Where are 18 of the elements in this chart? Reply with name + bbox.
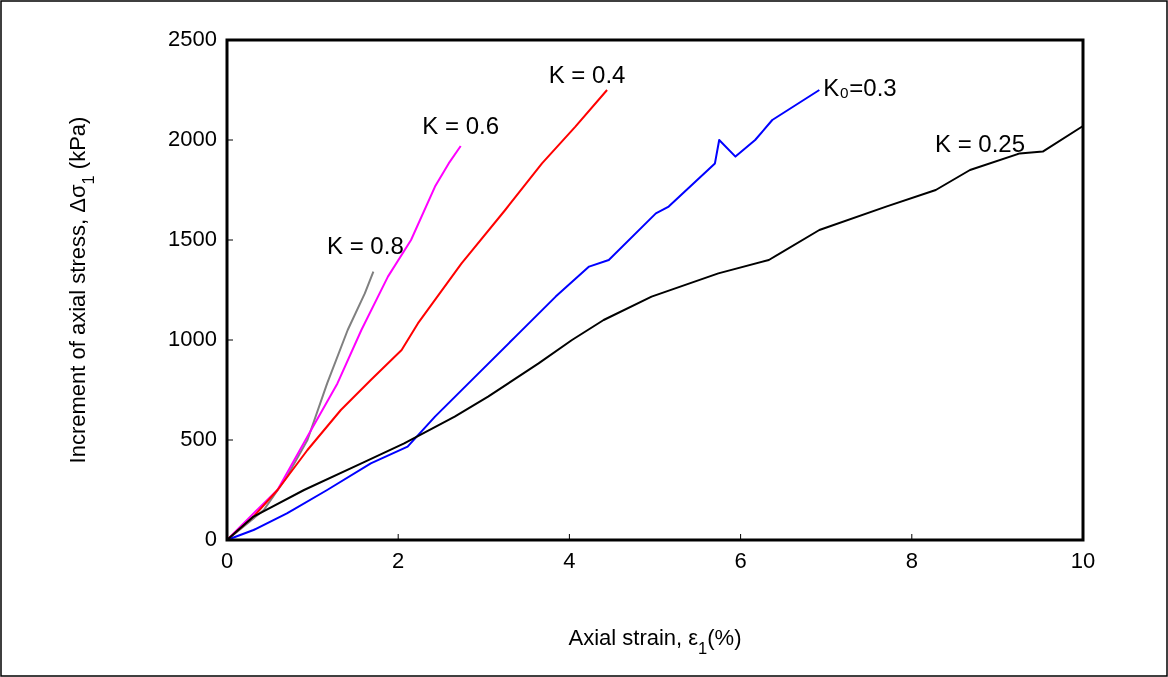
y-tick-label: 1000 [168,325,217,351]
x-tick-label: 4 [563,548,576,573]
y-tick-label: 500 [180,425,217,451]
y-tick-label: 2500 [168,25,217,51]
series-label: K₀=0.3 [823,74,897,102]
y-tick-label: 0 [204,525,217,551]
x-tick-label: 8 [905,548,918,573]
series-label: K = 0.25 [934,130,1026,158]
series-label: K = 0.8 [327,231,404,259]
x-tick-label: 2 [392,548,405,573]
series-label: K = 0.4 [548,61,626,89]
y-tick-label: 2000 [168,125,217,151]
x-axis-title: Axial strain, ε$_{1}$(%) [568,625,742,657]
series-label: K = 0.6 [422,112,500,140]
x-tick-label: 10 [1070,548,1096,573]
x-tick-label: 0 [220,548,234,573]
x-tick-label: 6 [734,548,747,573]
y-tick-label: 1500 [168,225,217,251]
